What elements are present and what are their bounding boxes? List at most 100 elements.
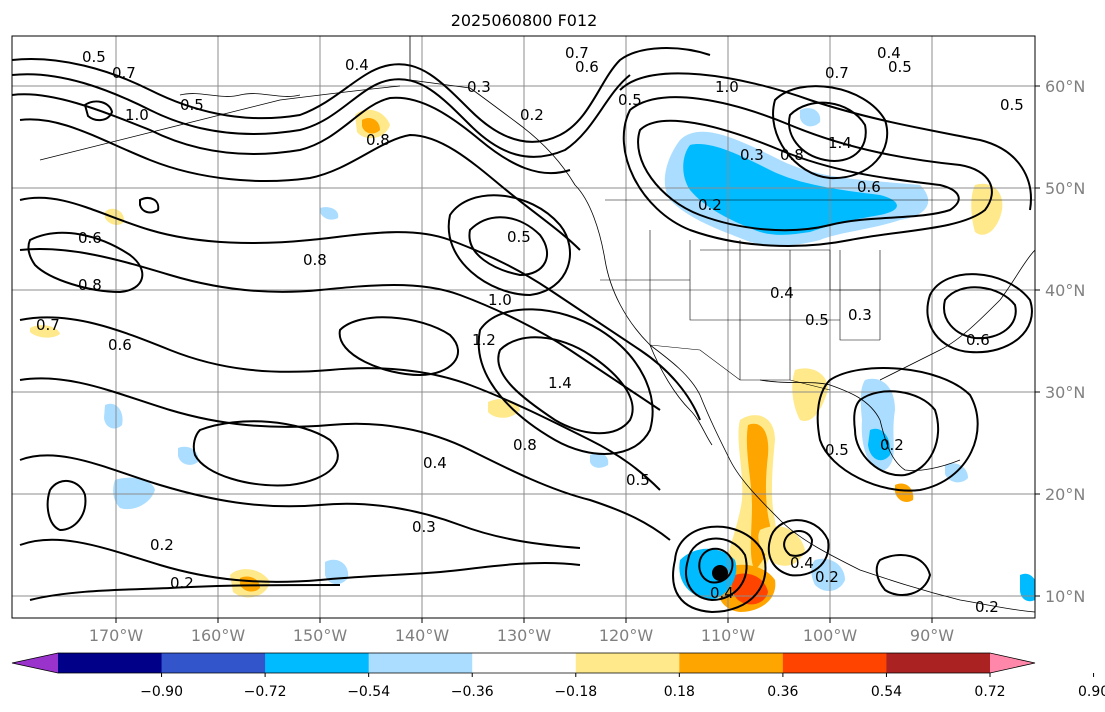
negative-anomaly-medium [683,144,897,235]
colorbar-tick-label: −0.18 [554,684,597,700]
lon-label: 110°W [701,626,756,645]
contour-label: 1.4 [548,374,572,392]
negative-anomaly-small-2 [590,453,609,468]
lon-label: 170°W [89,626,144,645]
contour-label: 0.7 [36,316,60,334]
colorbar-segment [265,653,370,673]
colorbar-outline [11,652,1036,674]
contour-label: 0.6 [108,336,132,354]
contour-label: 0.8 [780,146,804,164]
colorbar-tick-label: 0.18 [664,684,695,700]
contour-label: 0.5 [82,48,106,66]
contour-label: 0.4 [790,554,814,572]
contour-label: 0.5 [618,91,642,109]
contour-label: 0.3 [740,146,764,164]
contour-label: 0.3 [412,518,436,536]
contour-label: 0.8 [513,436,537,454]
positive-anomaly-east [971,183,1003,235]
contour-label: 0.6 [857,178,881,196]
contour-label: 0.5 [1000,96,1024,114]
lon-label: 160°W [191,626,246,645]
colorbar-tick-label: −0.72 [244,684,287,700]
colorbar-tick-label: −0.54 [347,684,390,700]
contour-label: 0.5 [888,58,912,76]
contour-label: 0.5 [805,311,829,329]
colorbar-segment [782,653,887,673]
positive-anomaly-small [895,483,914,503]
colorbar: −0.90 −0.72 −0.54 −0.36 −0.18 0.18 0.36 0.54 0.7… [11,652,1105,700]
contour-label: 0.4 [770,284,794,302]
lon-label: 140°W [395,626,450,645]
colorbar-segment [886,653,991,673]
lon-label: 100°W [803,626,858,645]
lon-label: 130°W [497,626,552,645]
colorbar-segments [58,653,991,673]
negative-anomaly-tropical [679,548,737,600]
contour-label: 0.6 [966,331,990,349]
colorbar-segment [161,653,266,673]
contour-label: 1.4 [828,134,852,152]
positive-anomaly-gulf-alaska-core [362,118,380,134]
contour-label: 1.2 [472,331,496,349]
latitude-axis: 60°N 50°N 40°N 30°N 20°N 10°N [1035,77,1085,606]
contours [12,47,1033,614]
negative-anomaly-west-1 [104,403,123,429]
shaded-fields [30,108,1035,612]
contour-label: 1.0 [488,291,512,309]
colorbar-segment [368,653,473,673]
contour-label: 0.2 [698,196,722,214]
positive-anomaly-small-3 [30,325,60,338]
colorbar-ticks: −0.90 −0.72 −0.54 −0.36 −0.18 0.18 0.36 0.54 0.7… [140,673,1105,700]
contour-label: 0.5 [180,96,204,114]
lon-label: 90°W [910,626,954,645]
colorbar-segment [679,653,784,673]
colorbar-extend-left [12,653,58,673]
contour-label: 0.6 [575,58,599,76]
map-content: 0.5 0.7 1.0 0.5 0.4 0.8 0.3 0.2 0.7 0.6 … [12,36,1035,618]
contour-label: 0.2 [520,106,544,124]
contour-label: 1.0 [125,106,149,124]
map-title: 2025060800 F012 [451,11,598,30]
longitude-axis: 170°W 160°W 150°W 140°W 130°W 120°W 110°… [89,618,954,645]
contour-label: 0.7 [565,44,589,62]
contour-label: 0.5 [825,441,849,459]
contour-label: 0.3 [848,306,872,324]
colorbar-extend-right [990,653,1035,673]
storm-center-marker [712,565,728,581]
contour-label: 0.5 [626,471,650,489]
negative-anomaly-canada [800,108,821,127]
colorbar-segment [58,653,163,673]
contour-label: 0.2 [815,568,839,586]
contour-label: 0.2 [170,574,194,592]
lat-label: 40°N [1045,281,1085,300]
lat-label: 60°N [1045,77,1085,96]
lon-label: 150°W [293,626,348,645]
lat-label: 20°N [1045,485,1085,504]
contour-label: 0.5 [507,228,531,246]
lon-label: 120°W [599,626,654,645]
colorbar-segment [575,653,680,673]
contour-label: 0.4 [710,584,734,602]
negative-anomaly-west-2 [113,477,155,510]
contour-label: 0.6 [78,229,102,247]
contour-label: 0.4 [423,454,447,472]
colorbar-tick-label: 0.72 [974,684,1005,700]
contour-label: 0.2 [150,536,174,554]
colorbar-tick-label: 0.90 [1078,684,1105,700]
lat-label: 50°N [1045,179,1085,198]
colorbar-tick-label: −0.36 [451,684,494,700]
contour-label: 1.0 [715,78,739,96]
colorbar-tick-label: −0.90 [140,684,183,700]
positive-anomaly-strong [731,573,768,605]
negative-anomaly-east-edge [1020,573,1035,602]
contour-label: 0.3 [467,78,491,96]
contour-label: 0.2 [880,436,904,454]
colorbar-tick-label: 0.54 [871,684,902,700]
contour-label: 0.4 [877,44,901,62]
contour-label: 0.2 [975,598,999,616]
contour-labels: 0.5 0.7 1.0 0.5 0.4 0.8 0.3 0.2 0.7 0.6 … [36,44,1024,616]
contour-label: 0.7 [825,64,849,82]
contour-label: 0.4 [345,56,369,74]
contour-label: 0.8 [78,276,102,294]
